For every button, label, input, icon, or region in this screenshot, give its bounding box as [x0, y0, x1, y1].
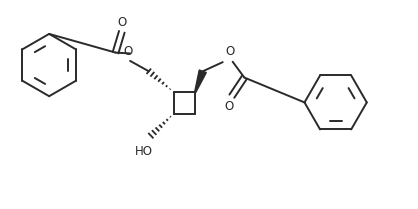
Text: HO: HO: [135, 145, 153, 158]
Text: O: O: [224, 100, 233, 113]
Text: O: O: [123, 45, 133, 58]
Text: O: O: [225, 45, 234, 58]
Text: O: O: [117, 16, 126, 29]
Polygon shape: [195, 70, 206, 92]
